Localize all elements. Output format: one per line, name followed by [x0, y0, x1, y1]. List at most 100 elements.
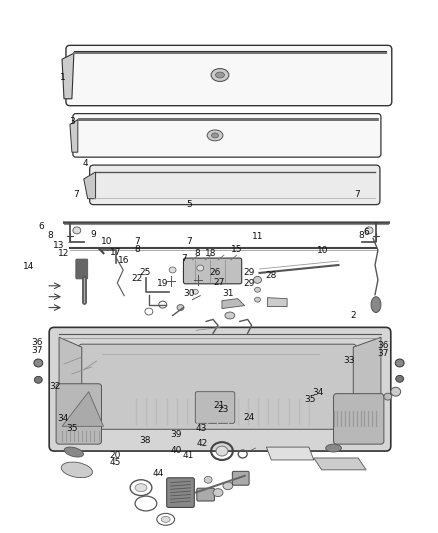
Text: 34: 34 — [313, 387, 324, 397]
FancyBboxPatch shape — [79, 344, 356, 429]
Text: 23: 23 — [218, 406, 229, 415]
Text: 38: 38 — [140, 436, 151, 445]
FancyBboxPatch shape — [197, 488, 215, 501]
Polygon shape — [314, 458, 366, 470]
Text: 8: 8 — [47, 231, 53, 240]
Text: 39: 39 — [170, 430, 181, 439]
Polygon shape — [59, 337, 82, 441]
FancyBboxPatch shape — [56, 384, 102, 444]
FancyBboxPatch shape — [49, 327, 391, 451]
Ellipse shape — [396, 375, 404, 382]
Text: 45: 45 — [110, 458, 121, 467]
Text: 42: 42 — [196, 439, 207, 448]
Text: 37: 37 — [378, 349, 389, 358]
Text: 25: 25 — [140, 268, 151, 277]
Ellipse shape — [215, 72, 224, 78]
Ellipse shape — [169, 267, 176, 273]
Ellipse shape — [204, 477, 212, 483]
Polygon shape — [353, 337, 381, 441]
Text: 20: 20 — [110, 451, 121, 460]
Text: 7: 7 — [134, 237, 140, 246]
FancyBboxPatch shape — [66, 45, 392, 106]
Text: 16: 16 — [118, 256, 130, 265]
Text: 44: 44 — [153, 469, 164, 478]
Ellipse shape — [254, 277, 261, 284]
Text: 12: 12 — [58, 249, 69, 258]
Ellipse shape — [395, 359, 404, 367]
Text: 6: 6 — [363, 228, 369, 237]
Text: 7: 7 — [181, 254, 187, 263]
Ellipse shape — [207, 130, 223, 141]
Ellipse shape — [34, 359, 43, 367]
FancyBboxPatch shape — [76, 259, 88, 279]
Ellipse shape — [177, 304, 184, 311]
Text: 28: 28 — [265, 271, 276, 280]
Text: 33: 33 — [343, 356, 354, 365]
Text: 13: 13 — [53, 241, 65, 250]
Text: 8: 8 — [194, 249, 200, 258]
Text: 15: 15 — [230, 245, 242, 254]
Text: 29: 29 — [244, 279, 255, 288]
Ellipse shape — [225, 312, 235, 319]
Polygon shape — [70, 119, 78, 152]
Ellipse shape — [211, 69, 229, 82]
Ellipse shape — [161, 516, 170, 522]
Polygon shape — [222, 298, 245, 309]
FancyBboxPatch shape — [73, 114, 381, 157]
Text: 9: 9 — [91, 230, 96, 239]
Ellipse shape — [34, 376, 42, 383]
Text: 31: 31 — [222, 289, 233, 298]
Text: 2: 2 — [350, 311, 356, 319]
Ellipse shape — [384, 393, 392, 400]
Ellipse shape — [365, 227, 373, 234]
Text: 36: 36 — [32, 338, 43, 347]
Text: 36: 36 — [378, 341, 389, 350]
Ellipse shape — [371, 297, 381, 312]
Text: 29: 29 — [244, 268, 255, 277]
Text: 37: 37 — [32, 346, 43, 356]
Ellipse shape — [135, 484, 147, 491]
Text: 26: 26 — [209, 268, 220, 277]
Ellipse shape — [391, 387, 401, 396]
Polygon shape — [266, 447, 314, 460]
Ellipse shape — [61, 462, 92, 478]
Polygon shape — [62, 392, 103, 426]
FancyBboxPatch shape — [167, 478, 194, 507]
Text: 18: 18 — [205, 249, 216, 259]
Ellipse shape — [216, 446, 228, 456]
Text: 24: 24 — [244, 413, 255, 422]
Text: 43: 43 — [196, 424, 207, 433]
Text: 8: 8 — [359, 231, 364, 240]
Text: 35: 35 — [66, 424, 78, 433]
FancyBboxPatch shape — [195, 392, 235, 423]
Text: 21: 21 — [213, 401, 225, 410]
Text: 41: 41 — [183, 451, 194, 460]
Text: 27: 27 — [213, 278, 225, 287]
Text: 7: 7 — [354, 190, 360, 199]
Text: 3: 3 — [69, 117, 75, 126]
FancyBboxPatch shape — [184, 258, 242, 284]
Ellipse shape — [325, 444, 342, 452]
Polygon shape — [62, 53, 74, 99]
Ellipse shape — [73, 227, 81, 234]
Ellipse shape — [223, 482, 233, 490]
FancyBboxPatch shape — [333, 394, 384, 444]
Text: 19: 19 — [157, 279, 169, 288]
Text: 30: 30 — [183, 289, 194, 298]
Ellipse shape — [197, 265, 204, 271]
Text: 1: 1 — [60, 73, 66, 82]
FancyBboxPatch shape — [232, 471, 249, 485]
FancyBboxPatch shape — [90, 165, 380, 205]
Ellipse shape — [254, 297, 261, 302]
Ellipse shape — [213, 489, 223, 497]
Ellipse shape — [64, 447, 84, 457]
Text: 10: 10 — [101, 237, 112, 246]
Text: 10: 10 — [317, 246, 328, 255]
Text: 35: 35 — [304, 395, 315, 404]
Polygon shape — [267, 297, 287, 306]
Ellipse shape — [212, 133, 219, 138]
Text: 8: 8 — [134, 245, 140, 254]
Polygon shape — [84, 172, 95, 199]
Ellipse shape — [192, 289, 198, 294]
Text: 5: 5 — [186, 200, 191, 209]
